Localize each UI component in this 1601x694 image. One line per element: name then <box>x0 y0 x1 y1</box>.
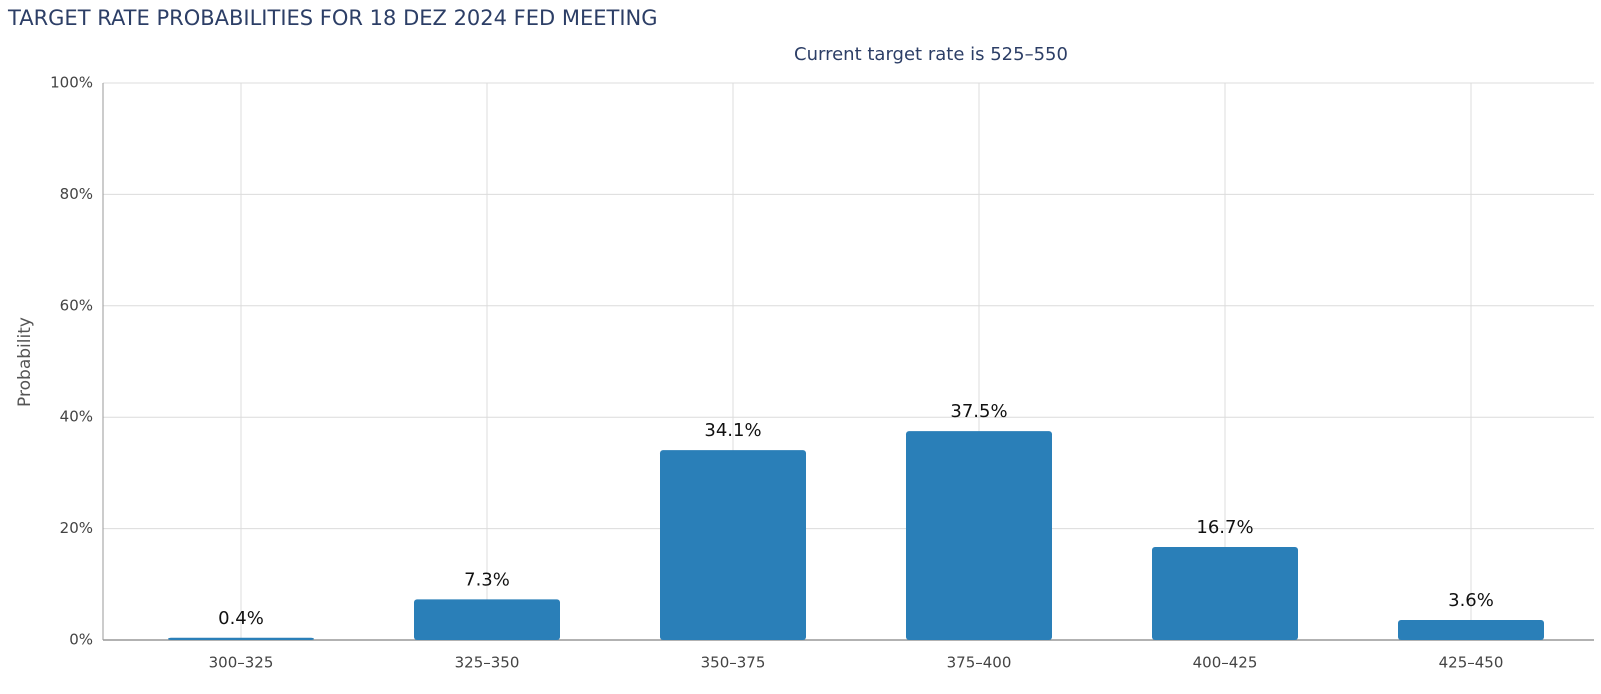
data-label: 34.1% <box>704 420 761 441</box>
x-tick-label: 325–350 <box>455 654 520 672</box>
bar <box>414 599 560 640</box>
bar <box>906 431 1052 640</box>
data-label: 37.5% <box>950 401 1007 422</box>
chart-subtitle: Current target rate is 525–550 <box>794 44 1068 65</box>
bar <box>168 637 314 640</box>
y-tick-label: 80% <box>60 185 93 203</box>
bar <box>660 450 806 640</box>
data-label: 16.7% <box>1196 517 1253 538</box>
bar <box>1398 619 1544 640</box>
chart-title: TARGET RATE PROBABILITIES FOR 18 DEZ 202… <box>7 6 658 30</box>
data-label: 3.6% <box>1448 590 1494 611</box>
y-tick-label: 60% <box>60 296 93 314</box>
x-tick-label: 300–325 <box>209 654 274 672</box>
x-tick-label: 375–400 <box>947 654 1012 672</box>
y-axis-label: Probability <box>15 317 35 407</box>
y-tick-label: 20% <box>60 519 93 537</box>
y-tick-label: 100% <box>50 74 93 92</box>
x-tick-label: 350–375 <box>701 654 766 672</box>
data-label: 0.4% <box>218 608 264 629</box>
x-tick-label: 400–425 <box>1193 654 1258 672</box>
bar <box>1152 546 1298 640</box>
x-tick-label: 425–450 <box>1439 654 1504 672</box>
data-label: 7.3% <box>464 569 510 590</box>
y-tick-label: 0% <box>69 631 93 649</box>
y-tick-label: 40% <box>60 408 93 426</box>
